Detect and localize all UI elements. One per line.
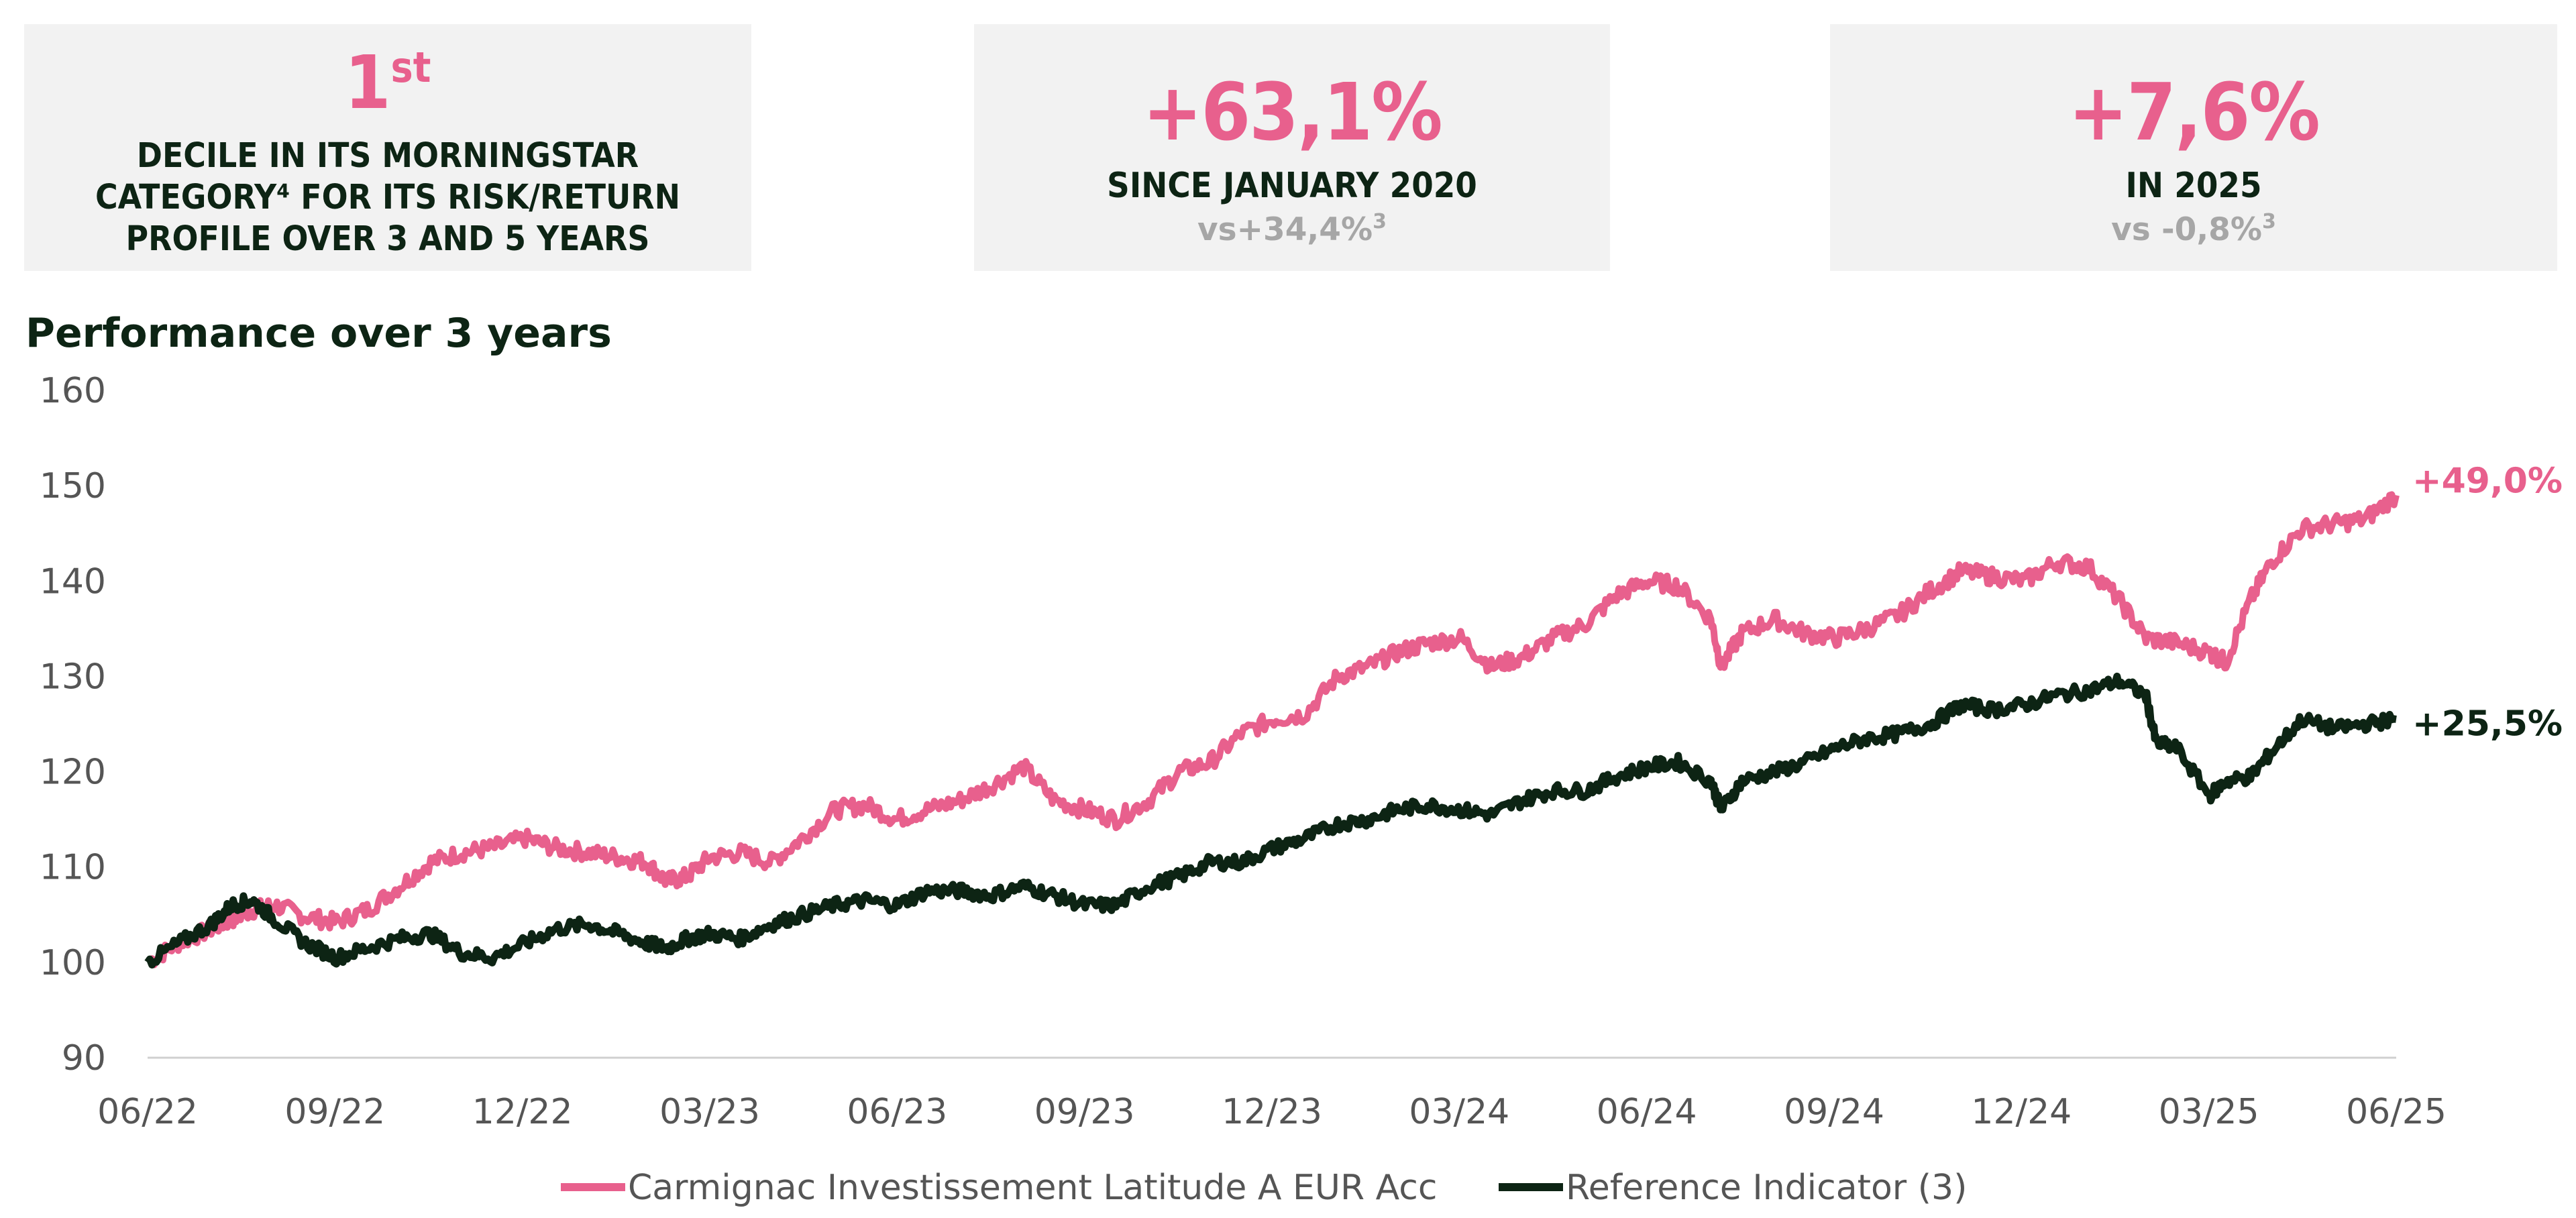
stat-value: 1st xyxy=(344,40,431,125)
stat-caption: SINCE JANUARY 2020 xyxy=(1107,166,1477,206)
stat-caption: DECILE IN ITS MORNINGSTAR CATEGORY⁴ FOR … xyxy=(95,136,681,260)
x-tick-label: 03/24 xyxy=(1409,1092,1509,1132)
x-tick-label: 06/23 xyxy=(847,1092,947,1132)
x-tick-label: 03/25 xyxy=(2159,1092,2259,1132)
series-end-label: +49,0% xyxy=(2412,461,2563,501)
x-tick-label: 03/23 xyxy=(659,1092,760,1132)
series-end-label: +25,5% xyxy=(2412,704,2563,744)
y-tick-label: 160 xyxy=(40,371,106,411)
plot-area xyxy=(144,491,2400,968)
stat-card-decile: 1st DECILE IN ITS MORNINGSTAR CATEGORY⁴ … xyxy=(24,24,751,271)
fund-line xyxy=(146,491,2400,968)
y-tick-label: 100 xyxy=(40,943,106,983)
stat-caption: IN 2025 xyxy=(2125,166,2262,206)
legend: Carmignac Investissement Latitude A EUR … xyxy=(561,1168,1967,1208)
y-tick-label: 130 xyxy=(40,657,106,697)
x-tick-label: 09/24 xyxy=(1784,1092,1884,1132)
stat-value: +7,6% xyxy=(2068,66,2320,158)
reference-line xyxy=(144,672,2398,968)
x-tick-label: 09/22 xyxy=(284,1092,385,1132)
stat-comparison: vs+34,4%3 xyxy=(1197,210,1387,249)
legend-label: Reference Indicator (3) xyxy=(1566,1168,1967,1208)
footnote-marker: 3 xyxy=(2261,210,2276,234)
y-tick-label: 110 xyxy=(40,848,106,888)
x-axis: 06/22 09/22 12/22 03/23 06/23 09/23 12/23 03/24… xyxy=(97,1092,2447,1132)
x-tick-label: 06/25 xyxy=(2346,1092,2447,1132)
x-tick-label: 06/24 xyxy=(1597,1092,1697,1132)
x-tick-label: 12/22 xyxy=(472,1092,573,1132)
footnote-marker: 3 xyxy=(1373,210,1387,234)
y-tick-label: 90 xyxy=(62,1038,106,1078)
x-tick-label: 12/23 xyxy=(1222,1092,1322,1132)
stat-comparison: vs -0,8%3 xyxy=(2111,210,2276,249)
end-labels: +49,0% +25,5% xyxy=(2412,461,2563,744)
stat-card-2025: +7,6% IN 2025 vs -0,8%3 xyxy=(1830,24,2557,271)
x-tick-label: 06/22 xyxy=(97,1092,198,1132)
chart-title: Performance over 3 years xyxy=(25,310,612,357)
stat-value-suffix: st xyxy=(390,43,431,92)
y-tick-label: 150 xyxy=(40,466,106,506)
y-axis: 90 100 110 120 130 140 150 160 xyxy=(40,371,106,1078)
legend-label: Carmignac Investissement Latitude A EUR … xyxy=(628,1168,1437,1208)
stat-value: +63,1% xyxy=(1142,66,1442,158)
y-tick-label: 140 xyxy=(40,561,106,602)
y-tick-label: 120 xyxy=(40,753,106,793)
stat-card-since-2020: +63,1% SINCE JANUARY 2020 vs+34,4%3 xyxy=(974,24,1610,271)
x-tick-label: 12/24 xyxy=(1971,1092,2072,1132)
x-tick-label: 09/23 xyxy=(1034,1092,1135,1132)
